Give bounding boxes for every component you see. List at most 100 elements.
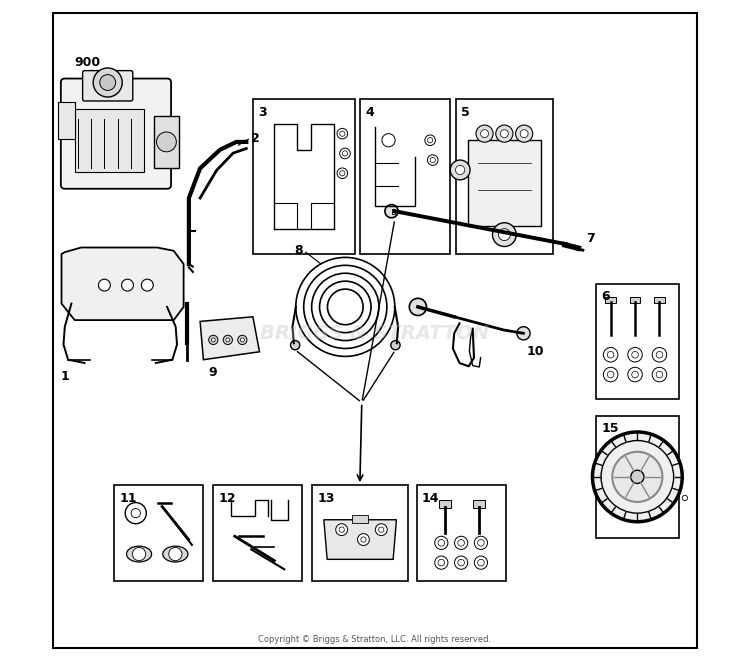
Circle shape (358, 533, 370, 545)
Circle shape (450, 160, 470, 180)
Circle shape (131, 508, 140, 517)
Text: 900: 900 (75, 56, 100, 69)
Text: 11: 11 (119, 492, 137, 505)
Circle shape (458, 560, 464, 566)
Circle shape (224, 335, 232, 345)
Circle shape (608, 371, 614, 378)
Circle shape (169, 548, 182, 560)
Text: BRIGGS & STRATTON: BRIGGS & STRATTON (260, 324, 490, 343)
Bar (114, 485, 203, 581)
Circle shape (455, 166, 465, 175)
Circle shape (608, 351, 614, 358)
Circle shape (340, 148, 350, 159)
Circle shape (337, 129, 347, 139)
Bar (213, 485, 302, 581)
Circle shape (628, 347, 642, 362)
Circle shape (493, 223, 516, 247)
Circle shape (478, 560, 484, 566)
Circle shape (603, 347, 618, 362)
Bar (596, 416, 679, 538)
Text: 7: 7 (586, 232, 595, 246)
Polygon shape (200, 317, 260, 360)
Circle shape (500, 130, 508, 138)
Circle shape (427, 138, 433, 143)
Circle shape (458, 540, 464, 546)
Text: 9: 9 (209, 366, 218, 379)
Circle shape (481, 130, 488, 138)
Bar (312, 485, 408, 581)
Text: 10: 10 (526, 345, 544, 358)
Polygon shape (324, 520, 397, 560)
Bar (75, 109, 144, 172)
Circle shape (438, 540, 445, 546)
Circle shape (379, 527, 384, 532)
Bar (352, 515, 368, 523)
Text: 5: 5 (460, 106, 470, 119)
Circle shape (361, 537, 366, 543)
Circle shape (410, 298, 427, 315)
Bar (361, 99, 449, 254)
Circle shape (427, 154, 438, 165)
Circle shape (290, 341, 300, 350)
Text: 8: 8 (294, 244, 302, 257)
Circle shape (612, 451, 662, 502)
Circle shape (476, 125, 494, 143)
Circle shape (100, 75, 116, 90)
Circle shape (342, 151, 347, 156)
Circle shape (656, 351, 663, 358)
Circle shape (652, 347, 667, 362)
Circle shape (226, 338, 230, 342)
Circle shape (336, 524, 347, 536)
Circle shape (632, 371, 638, 378)
Circle shape (682, 495, 688, 500)
Circle shape (375, 524, 387, 536)
Circle shape (340, 171, 345, 176)
Circle shape (652, 367, 667, 381)
Bar (468, 141, 541, 226)
Bar (596, 284, 679, 399)
Circle shape (435, 536, 448, 549)
Circle shape (209, 335, 218, 345)
Ellipse shape (163, 546, 188, 562)
Circle shape (211, 338, 215, 342)
FancyBboxPatch shape (61, 79, 171, 189)
Circle shape (474, 536, 488, 549)
Text: 6: 6 (602, 290, 610, 304)
Bar (630, 296, 640, 303)
Circle shape (517, 327, 530, 340)
Circle shape (133, 548, 146, 560)
Circle shape (391, 341, 400, 350)
Circle shape (430, 158, 436, 163)
Circle shape (656, 371, 663, 378)
Circle shape (125, 503, 146, 524)
Circle shape (238, 335, 247, 345)
Circle shape (339, 527, 344, 532)
Circle shape (385, 205, 398, 218)
Text: 13: 13 (317, 492, 335, 505)
Text: 3: 3 (258, 106, 267, 119)
Circle shape (435, 556, 448, 569)
Circle shape (499, 229, 510, 241)
Text: 12: 12 (218, 492, 236, 505)
Circle shape (157, 132, 176, 152)
Bar (473, 500, 485, 508)
Text: 4: 4 (366, 106, 374, 119)
Bar (392, 209, 394, 214)
Circle shape (474, 556, 488, 569)
Circle shape (592, 432, 682, 521)
Circle shape (141, 279, 153, 291)
Circle shape (340, 131, 345, 137)
Circle shape (424, 135, 436, 145)
Circle shape (93, 68, 122, 97)
Text: 15: 15 (602, 422, 619, 436)
Circle shape (337, 168, 347, 179)
Circle shape (603, 367, 618, 381)
Text: 14: 14 (422, 492, 440, 505)
Bar (439, 500, 451, 508)
Text: 1: 1 (61, 370, 70, 383)
FancyBboxPatch shape (82, 71, 133, 101)
Circle shape (520, 130, 528, 138)
Circle shape (478, 540, 484, 546)
Bar (455, 99, 554, 254)
Circle shape (454, 536, 468, 549)
